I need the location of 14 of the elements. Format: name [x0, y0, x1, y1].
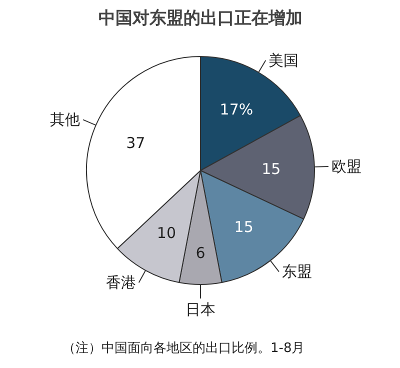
data-label: 10 — [156, 224, 176, 242]
slice-label: 欧盟 — [331, 157, 362, 176]
slice-label: 东盟 — [282, 262, 312, 281]
slice-label: 香港 — [106, 274, 136, 292]
data-label: 6 — [196, 244, 206, 262]
slice-label: 美国 — [268, 51, 299, 70]
chart-title: 中国对东盟的出口正在增加 — [98, 8, 302, 28]
data-label: 17% — [220, 100, 254, 119]
data-label: 15 — [234, 218, 254, 236]
data-label: 37 — [126, 134, 146, 152]
slice-label: 日本 — [186, 300, 216, 318]
text: （注）中国面向各地区的出口比例。1-8月 — [62, 341, 305, 356]
slice-label: 其他 — [50, 110, 80, 129]
data-label: 15 — [262, 160, 281, 178]
